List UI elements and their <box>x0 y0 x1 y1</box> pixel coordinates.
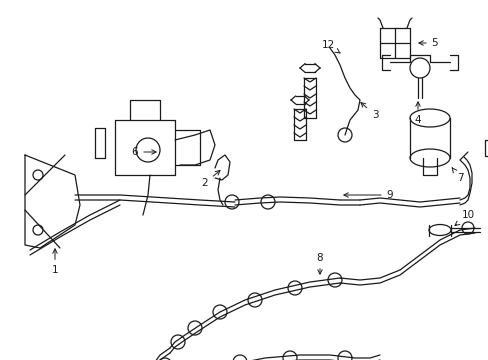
Text: 9: 9 <box>343 190 392 200</box>
Text: 8: 8 <box>316 253 323 274</box>
Text: 10: 10 <box>454 210 473 226</box>
Text: 2: 2 <box>201 171 220 188</box>
Text: 1: 1 <box>52 249 58 275</box>
Text: 4: 4 <box>414 102 421 125</box>
Text: 5: 5 <box>418 38 437 48</box>
Text: 12: 12 <box>321 40 339 53</box>
Text: 6: 6 <box>131 147 156 157</box>
Text: 3: 3 <box>360 103 378 120</box>
Text: 7: 7 <box>451 168 462 183</box>
Text: 11: 11 <box>0 359 1 360</box>
